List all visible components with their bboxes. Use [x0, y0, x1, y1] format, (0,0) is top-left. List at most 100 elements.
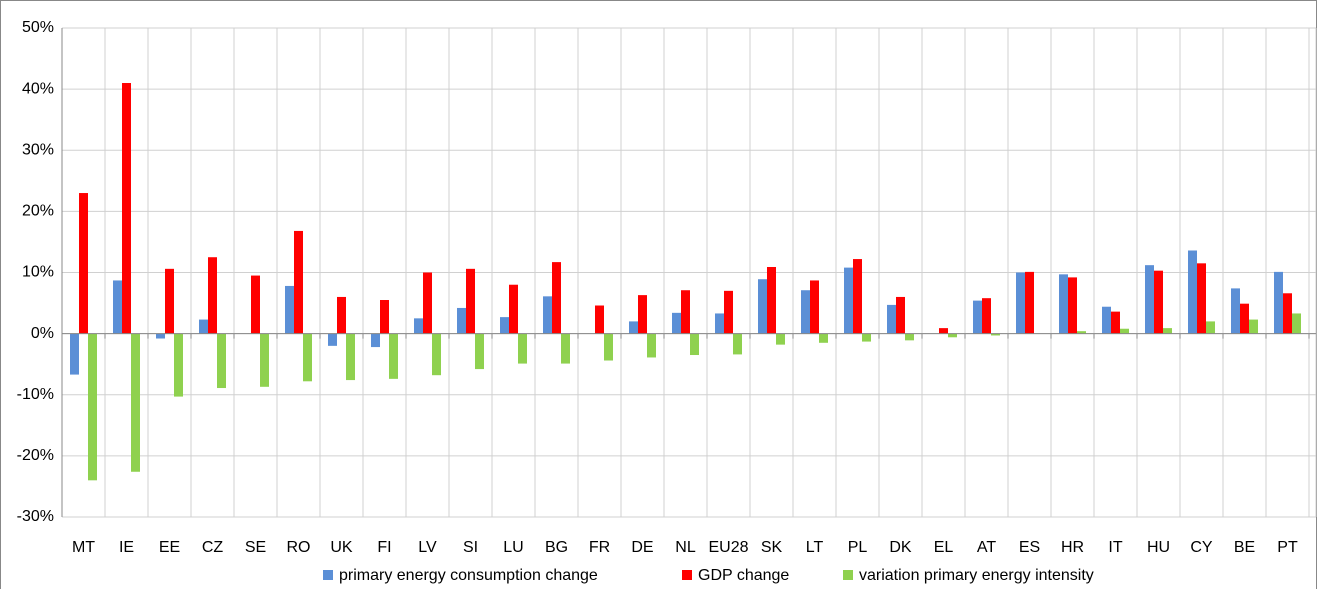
bar	[1197, 263, 1206, 334]
x-tick-label: UK	[330, 539, 353, 556]
bar	[1120, 328, 1129, 334]
bar	[1163, 328, 1172, 334]
legend-swatch	[682, 570, 692, 580]
y-tick-label: 50%	[22, 19, 54, 36]
x-tick-label: ES	[1019, 539, 1040, 556]
x-tick-label: SI	[463, 539, 478, 556]
bar	[509, 284, 518, 334]
x-tick-label: SK	[761, 539, 783, 556]
bar	[1249, 319, 1258, 334]
legend-label: variation primary energy intensity	[859, 567, 1094, 584]
x-tick-label: NL	[675, 539, 696, 556]
x-tick-label: IT	[1108, 539, 1122, 556]
bar	[1145, 265, 1154, 334]
x-tick-label: BG	[545, 539, 568, 556]
bar	[715, 313, 724, 334]
y-tick-label: 10%	[22, 264, 54, 281]
bar	[174, 333, 183, 397]
bar	[1188, 250, 1197, 334]
y-tick-label: 20%	[22, 203, 54, 220]
bar	[1240, 303, 1249, 334]
bar	[638, 295, 647, 334]
y-tick-label: -20%	[17, 447, 54, 464]
bar	[113, 280, 122, 334]
bar	[1016, 272, 1025, 334]
bar	[79, 193, 88, 334]
bar	[260, 333, 269, 387]
bar	[475, 333, 484, 370]
bar	[518, 333, 527, 364]
bar	[647, 333, 656, 358]
legend-label: GDP change	[698, 567, 789, 584]
bar	[199, 319, 208, 334]
bar	[1025, 271, 1034, 334]
y-tick-label: 0%	[31, 325, 54, 342]
bar	[131, 333, 140, 472]
x-tick-label: EL	[934, 539, 954, 556]
x-tick-label: DE	[631, 539, 653, 556]
bar	[432, 333, 441, 376]
bar	[982, 298, 991, 334]
bar	[905, 333, 914, 341]
x-tick-label: HU	[1147, 539, 1170, 556]
x-tick-label: LU	[503, 539, 523, 556]
legend-swatch	[323, 570, 333, 580]
bar	[552, 262, 561, 334]
bar	[724, 290, 733, 334]
bar	[457, 307, 466, 334]
bar	[156, 333, 165, 339]
x-tick-label: BE	[1234, 539, 1255, 556]
bar	[853, 259, 862, 334]
bar	[595, 305, 604, 334]
bar	[604, 333, 613, 361]
bar	[1077, 331, 1086, 334]
bar	[208, 257, 217, 334]
bar	[328, 333, 337, 346]
x-tick-label: LV	[418, 539, 437, 556]
y-tick-label: -10%	[17, 386, 54, 403]
bar	[690, 333, 699, 356]
x-tick-label: HR	[1061, 539, 1084, 556]
y-tick-label: -30%	[17, 508, 54, 525]
bar	[810, 280, 819, 334]
bar	[1102, 306, 1111, 334]
bar	[1274, 271, 1283, 334]
bar	[561, 333, 570, 364]
bar	[389, 333, 398, 379]
bar	[1206, 321, 1215, 334]
bar	[733, 333, 742, 355]
x-tick-label: IE	[119, 539, 134, 556]
x-tick-label: MT	[72, 539, 95, 556]
bar	[500, 317, 509, 334]
bar	[819, 333, 828, 343]
bar	[758, 279, 767, 334]
bar	[217, 333, 226, 389]
x-tick-label: EU28	[708, 539, 748, 556]
bar	[1154, 270, 1163, 334]
bar	[672, 312, 681, 334]
y-tick-label: 40%	[22, 80, 54, 97]
x-tick-label: FI	[377, 539, 391, 556]
bar	[294, 230, 303, 334]
bar	[1068, 277, 1077, 334]
x-tick-label: EE	[159, 539, 180, 556]
bar	[251, 275, 260, 334]
bar	[896, 296, 905, 334]
bar	[948, 333, 957, 338]
bar	[767, 266, 776, 334]
x-tick-label: PT	[1277, 539, 1298, 556]
bar	[991, 333, 1000, 336]
bar	[973, 300, 982, 334]
bar	[1231, 288, 1240, 334]
x-tick-label: PL	[848, 539, 868, 556]
bar	[423, 272, 432, 334]
bar	[88, 333, 97, 481]
x-tick-label: CZ	[202, 539, 224, 556]
bar	[887, 304, 896, 334]
x-tick-label: AT	[977, 539, 996, 556]
bar	[337, 296, 346, 334]
bar	[681, 290, 690, 334]
bar	[1292, 313, 1301, 334]
bar	[801, 290, 810, 334]
